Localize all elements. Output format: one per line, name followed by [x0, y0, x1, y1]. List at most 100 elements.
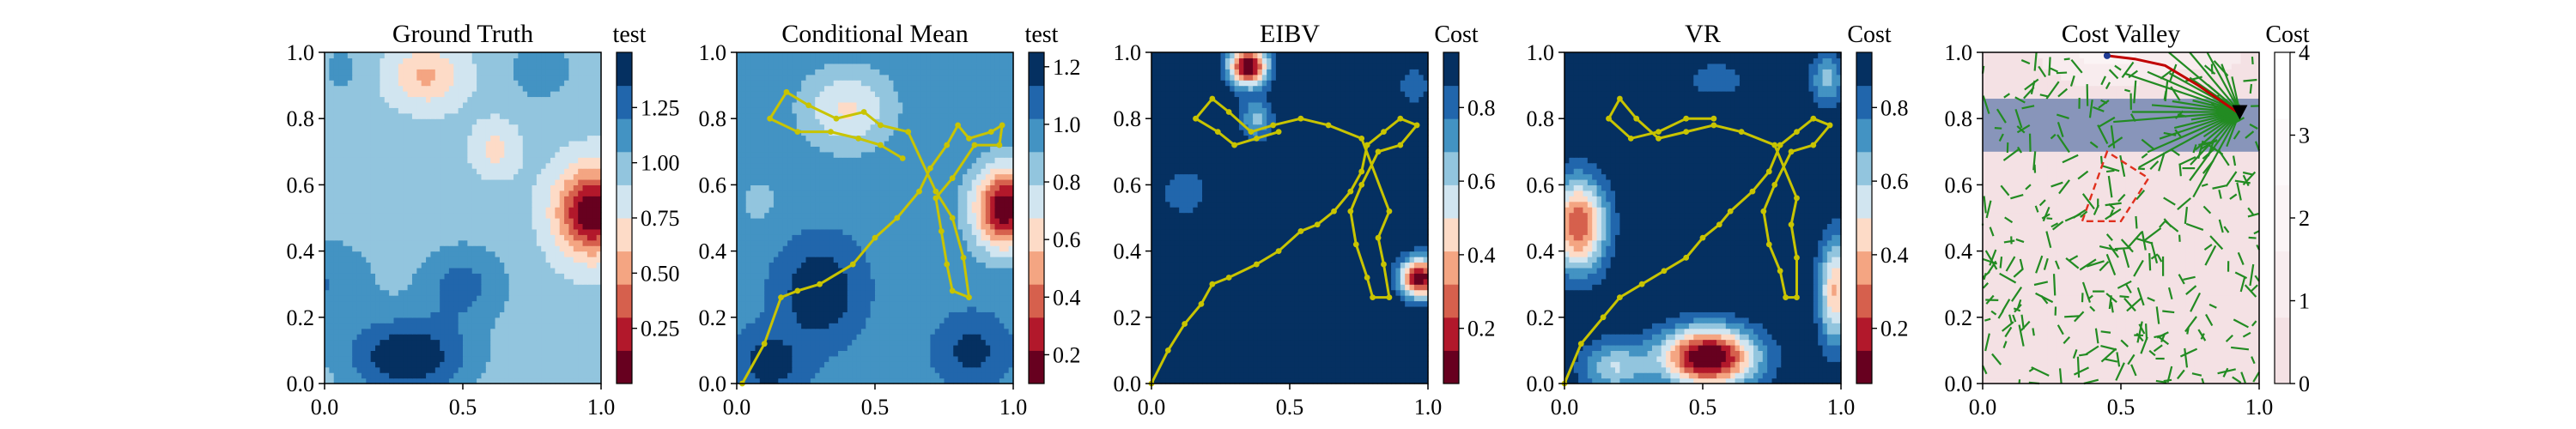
heatmap-cell	[426, 80, 432, 87]
heatmap-cell	[375, 52, 380, 59]
heatmap-cell	[866, 372, 872, 379]
heatmap-cell	[994, 328, 1000, 335]
heatmap-cell	[568, 130, 574, 136]
heatmap-cell	[823, 339, 829, 346]
heatmap-cell	[532, 344, 538, 351]
heatmap-cell	[856, 278, 862, 285]
heatmap-cell	[852, 328, 858, 335]
heatmap-cell	[815, 300, 821, 307]
heatmap-cell	[440, 355, 446, 362]
heatmap-cell	[407, 146, 413, 153]
heatmap-cell	[495, 162, 501, 169]
heatmap-cell	[416, 69, 422, 76]
heatmap-cell	[976, 262, 982, 269]
heatmap-cell	[592, 85, 598, 92]
heatmap-cell	[536, 207, 542, 214]
heatmap-cell	[485, 372, 491, 379]
heatmap-cell	[967, 361, 973, 368]
heatmap-cell	[527, 289, 533, 296]
heatmap-cell	[490, 173, 496, 180]
heatmap-cell	[536, 295, 542, 302]
heatmap-cell	[389, 124, 395, 130]
heatmap-cell	[939, 311, 945, 318]
heatmap-cell	[550, 317, 556, 323]
heatmap-cell	[971, 328, 977, 335]
heatmap-cell	[495, 305, 501, 312]
heatmap-cell	[338, 251, 344, 257]
heatmap-cell	[522, 201, 528, 208]
heatmap-cell	[398, 355, 404, 362]
heatmap-cell	[444, 262, 450, 269]
heatmap-cell	[458, 118, 464, 125]
heatmap-cell	[504, 130, 510, 136]
heatmap-cell	[325, 212, 330, 219]
heatmap-cell	[453, 350, 459, 357]
heatmap-cell	[893, 317, 899, 323]
heatmap-cell	[948, 267, 954, 274]
heatmap-cell	[508, 57, 514, 64]
heatmap-cell	[416, 372, 422, 379]
heatmap-cell	[829, 317, 835, 323]
heatmap-cell	[596, 135, 602, 142]
heatmap-cell	[564, 228, 570, 235]
heatmap-cell	[504, 173, 510, 180]
heatmap-cell	[490, 344, 496, 351]
heatmap-cell	[444, 234, 450, 241]
heatmap-cell	[325, 378, 330, 384]
heatmap-cell	[916, 378, 922, 384]
heatmap-cell	[920, 305, 927, 312]
heatmap-cell	[490, 178, 496, 185]
heatmap-cell	[471, 311, 477, 318]
heatmap-cell	[902, 273, 908, 280]
heatmap-cell	[787, 305, 793, 312]
heatmap-cell	[389, 234, 395, 241]
heatmap-cell	[573, 184, 579, 191]
heatmap-cell	[467, 69, 473, 76]
heatmap-cell	[329, 112, 335, 119]
heatmap-cell	[508, 355, 514, 362]
heatmap-cell	[545, 146, 551, 153]
heatmap-cell	[518, 344, 524, 351]
heatmap-cell	[750, 334, 756, 341]
heatmap-cell	[545, 151, 551, 158]
heatmap-cell	[347, 366, 353, 373]
heatmap-cell	[499, 212, 505, 219]
heatmap-cell	[403, 289, 409, 296]
heatmap-cell	[370, 162, 376, 169]
heatmap-cell	[971, 267, 977, 274]
heatmap-cell	[403, 201, 409, 208]
heatmap-cell	[416, 273, 422, 280]
heatmap-cell	[976, 350, 982, 357]
heatmap-cell	[582, 80, 588, 87]
heatmap-cell	[329, 311, 335, 318]
heatmap-cell	[347, 178, 353, 185]
heatmap-cell	[815, 267, 821, 274]
heatmap-cell	[356, 135, 362, 142]
heatmap-cell	[495, 63, 501, 69]
heatmap-cell	[343, 80, 349, 87]
heatmap-cell	[829, 300, 835, 307]
heatmap-cell	[833, 323, 839, 329]
heatmap-cell	[458, 267, 464, 274]
heatmap-cell	[769, 339, 775, 346]
heatmap-cell	[347, 207, 353, 214]
heatmap-cell	[411, 311, 417, 318]
heatmap-cell	[347, 196, 353, 202]
heatmap-cell	[440, 63, 446, 69]
heatmap-cell	[755, 339, 761, 346]
heatmap-cell	[930, 267, 936, 274]
heatmap-cell	[384, 262, 390, 269]
heatmap-cell	[586, 245, 592, 252]
heatmap-cell	[773, 267, 779, 274]
heatmap-cell	[490, 228, 496, 235]
heatmap-cell	[467, 355, 473, 362]
heatmap-cell	[338, 69, 344, 76]
heatmap-cell	[953, 328, 959, 335]
heatmap-cell	[448, 112, 454, 119]
heatmap-cell	[568, 257, 574, 263]
heatmap-cell	[453, 251, 459, 257]
heatmap-cell	[343, 289, 349, 296]
heatmap-cell	[453, 372, 459, 379]
heatmap-cell	[518, 124, 524, 130]
heatmap-cell	[815, 350, 821, 357]
